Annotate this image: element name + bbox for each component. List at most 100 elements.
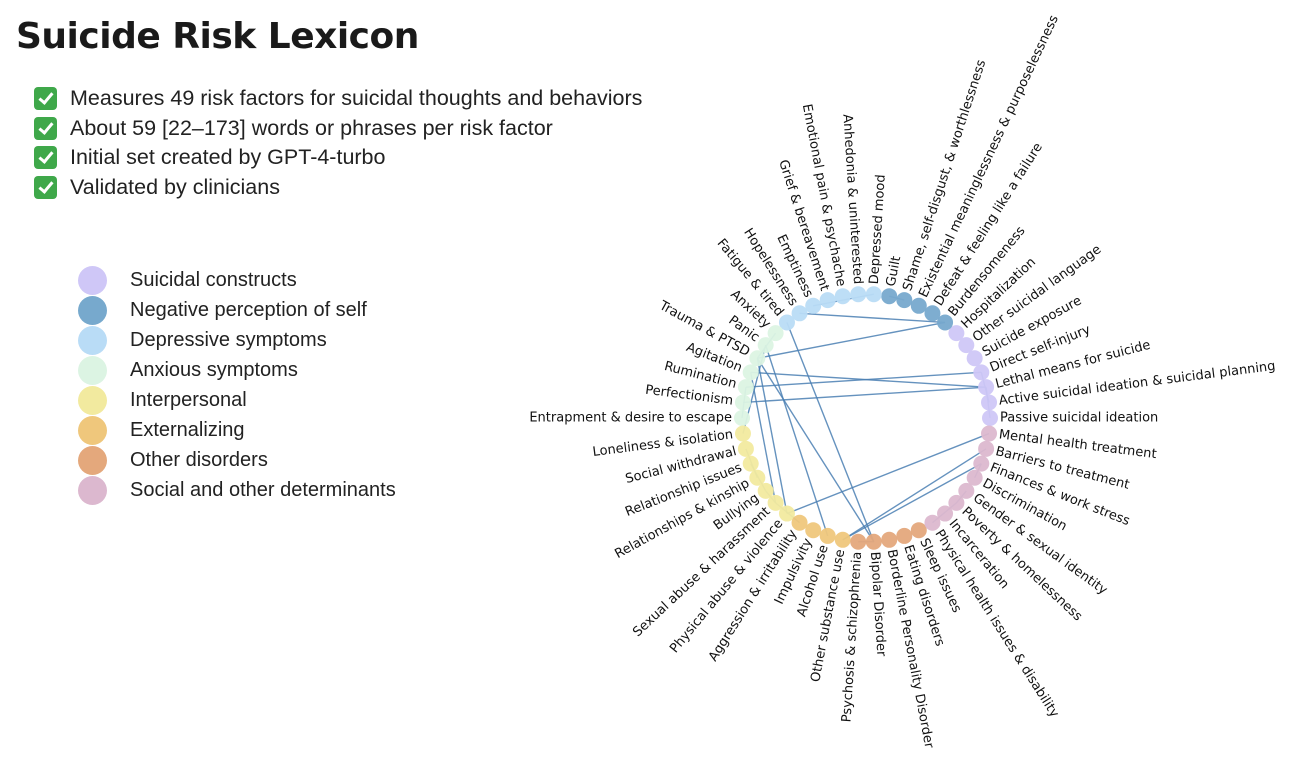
network-node (948, 325, 965, 342)
check-mark-icon (34, 116, 57, 140)
network-node (973, 364, 990, 381)
network-node (805, 297, 822, 314)
network-node (865, 533, 882, 550)
network-node (881, 288, 898, 305)
network-node (881, 531, 898, 548)
network-node (850, 533, 867, 550)
network-node (966, 350, 983, 367)
network-node (865, 286, 882, 303)
network-node (767, 325, 784, 342)
bullet-item: Measures 49 risk factors for suicidal th… (34, 84, 642, 114)
page-title: Suicide Risk Lexicon (16, 16, 419, 57)
network-edge (799, 312, 946, 324)
bullet-text: Initial set created by GPT-4-turbo (70, 145, 386, 170)
legend-label: Externalizing (130, 418, 245, 441)
network-node (981, 425, 998, 442)
network-node (978, 440, 995, 457)
network-node (834, 288, 851, 305)
network-edge (842, 463, 982, 541)
check-mark-icon (34, 146, 57, 170)
network-node (910, 297, 927, 314)
legend-swatch (78, 385, 107, 415)
legend-label: Depressive symptoms (130, 328, 327, 351)
legend-swatch (78, 295, 107, 325)
network-node (742, 455, 759, 472)
bullet-text: Validated by clinicians (70, 174, 280, 199)
legend-swatch (78, 475, 107, 505)
legend-label: Anxious symptoms (130, 358, 298, 381)
network-node (734, 410, 750, 426)
network-node (819, 527, 836, 544)
legend-swatch (78, 265, 107, 295)
network-edge (750, 372, 777, 504)
network-node (937, 505, 954, 522)
node-label: Bipolar Disorder (867, 551, 889, 657)
network-edge (757, 321, 946, 359)
legend-item: Depressive symptoms (78, 325, 396, 355)
legend-item: Externalizing (78, 415, 396, 445)
legend-swatch (78, 325, 107, 355)
network-node (737, 379, 754, 396)
node-label: Entrapment & desire to escape (529, 411, 732, 426)
network-node (910, 522, 927, 539)
legend-label: Other disorders (130, 448, 268, 471)
node-label: Depressed mood (867, 174, 889, 285)
network-node (924, 305, 941, 322)
bullet-text: Measures 49 risk factors for suicidal th… (70, 86, 643, 111)
network-node (896, 527, 913, 544)
bullet-item: Validated by clinicians (34, 173, 642, 203)
legend-label: Social and other determinants (130, 478, 396, 501)
network-node (850, 286, 867, 303)
legend-item: Other disorders (78, 445, 396, 475)
network-edge (765, 344, 829, 537)
network-node (734, 425, 751, 442)
network-edge (786, 432, 990, 515)
network-node (958, 337, 975, 354)
feature-bullet-list: Measures 49 risk factors for suicidal th… (34, 84, 642, 202)
network-node (834, 531, 851, 548)
legend-label: Interpersonal (130, 388, 247, 411)
node-label: Borderline Personality Disorder (884, 548, 937, 750)
network-node (737, 440, 754, 457)
check-mark-icon (34, 175, 57, 199)
legend-label: Suicidal constructs (130, 268, 297, 291)
network-edge (786, 322, 875, 543)
legend-item: Social and other determinants (78, 475, 396, 505)
network-node (791, 305, 808, 322)
legend-item: Anxious symptoms (78, 355, 396, 385)
network-node (778, 505, 795, 522)
network-node (973, 455, 990, 472)
network-node (924, 514, 941, 531)
node-label: Guilt (884, 255, 904, 288)
network-node (742, 364, 759, 381)
network-node (749, 469, 766, 486)
category-legend: Suicidal constructs Negative perception … (78, 265, 396, 505)
network-node (805, 522, 822, 539)
network-node (749, 350, 766, 367)
network-edge (756, 357, 875, 543)
network-edge (745, 371, 982, 388)
legend-item: Interpersonal (78, 385, 396, 415)
network-node (819, 292, 836, 309)
network-node (791, 514, 808, 531)
network-node (896, 292, 913, 309)
bullet-item: Initial set created by GPT-4-turbo (34, 143, 642, 173)
legend-swatch (78, 355, 107, 385)
legend-swatch (78, 415, 107, 445)
node-label: Physical health issues & disability (931, 527, 1061, 720)
network-node (982, 410, 998, 426)
legend-swatch (78, 445, 107, 475)
network-node (734, 394, 751, 411)
network-node (778, 314, 795, 331)
bullet-text: About 59 [22–173] words or phrases per r… (70, 115, 553, 140)
node-label: Passive suicidal ideation (1000, 411, 1158, 426)
legend-item: Negative perception of self (78, 295, 396, 325)
network-edge (756, 358, 788, 514)
network-node (757, 482, 774, 499)
legend-label: Negative perception of self (130, 298, 367, 321)
network-node (978, 379, 995, 396)
network-node (966, 469, 983, 486)
legend-item: Suicidal constructs (78, 265, 396, 295)
network-node (757, 337, 774, 354)
